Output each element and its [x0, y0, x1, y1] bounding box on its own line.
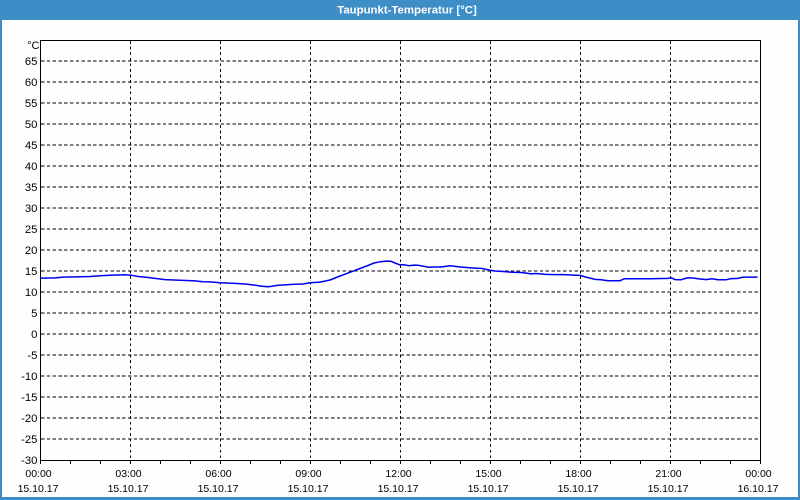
svg-text:03:00: 03:00 — [115, 468, 141, 480]
svg-text:15.10.17: 15.10.17 — [558, 483, 599, 495]
svg-text:-5: -5 — [27, 350, 37, 362]
svg-text:15: 15 — [25, 266, 38, 278]
svg-text:18:00: 18:00 — [565, 468, 591, 480]
svg-text:50: 50 — [25, 119, 38, 131]
svg-text:15.10.17: 15.10.17 — [468, 483, 509, 495]
svg-text:-30: -30 — [21, 455, 37, 467]
svg-text:45: 45 — [25, 140, 38, 152]
svg-text:15.10.17: 15.10.17 — [198, 483, 239, 495]
svg-text:16.10.17: 16.10.17 — [738, 483, 779, 495]
svg-text:65: 65 — [25, 56, 38, 68]
svg-text:5: 5 — [31, 308, 37, 320]
svg-text:15.10.17: 15.10.17 — [648, 483, 689, 495]
svg-text:40: 40 — [25, 161, 38, 173]
svg-text:55: 55 — [25, 98, 38, 110]
svg-text:0: 0 — [31, 329, 37, 341]
svg-text:-20: -20 — [21, 413, 37, 425]
svg-text:00:00: 00:00 — [745, 468, 771, 480]
svg-text:21:00: 21:00 — [655, 468, 681, 480]
svg-text:Taupunkt-Temperatur [°C]: Taupunkt-Temperatur [°C] — [337, 5, 477, 17]
svg-text:09:00: 09:00 — [295, 468, 321, 480]
svg-text:15.10.17: 15.10.17 — [288, 483, 329, 495]
svg-text:06:00: 06:00 — [205, 468, 231, 480]
svg-text:15:00: 15:00 — [475, 468, 501, 480]
svg-text:-25: -25 — [21, 434, 37, 446]
svg-text:00:00: 00:00 — [25, 468, 51, 480]
svg-text:30: 30 — [25, 203, 38, 215]
svg-text:15.10.17: 15.10.17 — [108, 483, 149, 495]
svg-text:15.10.17: 15.10.17 — [378, 483, 419, 495]
svg-text:-15: -15 — [21, 392, 37, 404]
svg-text:12:00: 12:00 — [385, 468, 411, 480]
svg-text:°C: °C — [27, 40, 39, 52]
svg-text:15.10.17: 15.10.17 — [18, 483, 59, 495]
svg-text:25: 25 — [25, 224, 38, 236]
svg-text:-10: -10 — [21, 371, 37, 383]
svg-text:35: 35 — [25, 182, 38, 194]
svg-text:60: 60 — [25, 77, 38, 89]
svg-text:10: 10 — [25, 287, 38, 299]
svg-text:20: 20 — [25, 245, 38, 257]
